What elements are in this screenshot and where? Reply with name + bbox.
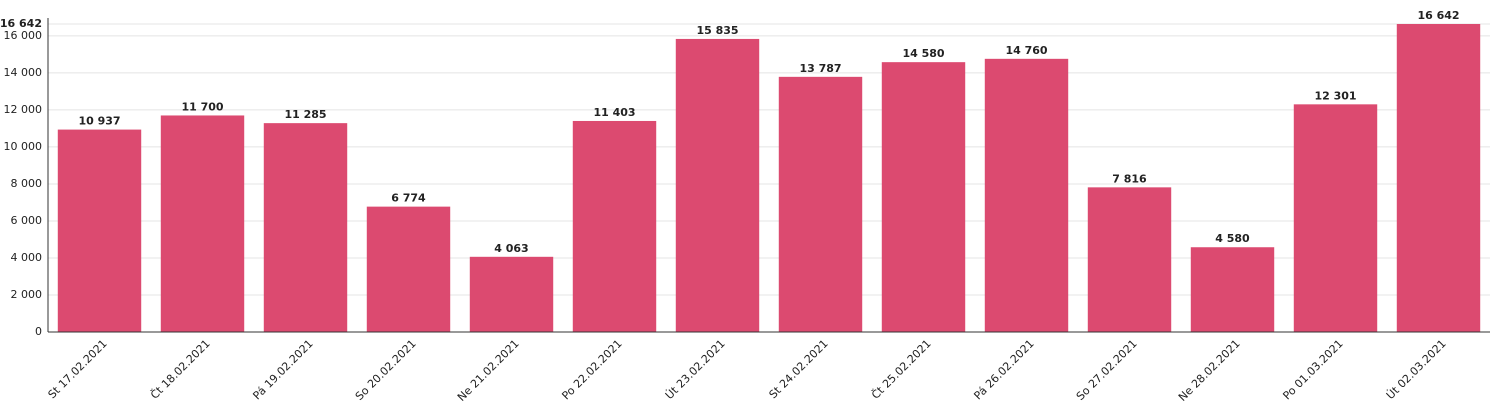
y-tick-label: 0 bbox=[35, 325, 42, 338]
y-tick-label: 14 000 bbox=[4, 66, 43, 79]
y-tick-label: 4 000 bbox=[11, 251, 43, 264]
bar bbox=[57, 129, 142, 332]
x-tick-label: Út 02.03.2021 bbox=[1384, 337, 1449, 402]
bar bbox=[675, 38, 760, 333]
y-tick-label: 12 000 bbox=[4, 103, 43, 116]
bar bbox=[263, 123, 348, 332]
bar bbox=[1293, 104, 1378, 333]
y-tick-label: 8 000 bbox=[11, 177, 43, 190]
bar bbox=[1396, 24, 1481, 332]
bar bbox=[1190, 247, 1275, 332]
value-label: 4 580 bbox=[1215, 232, 1250, 245]
value-label: 13 787 bbox=[799, 62, 841, 75]
value-label: 16 642 bbox=[1417, 9, 1459, 22]
y-tick-label: 16 000 bbox=[4, 29, 43, 42]
x-tick-label: Po 01.03.2021 bbox=[1280, 337, 1345, 402]
bar bbox=[778, 76, 863, 333]
y-tick-label: 16 642 bbox=[0, 17, 42, 30]
y-tick-label: 6 000 bbox=[11, 214, 43, 227]
bar bbox=[160, 115, 245, 332]
bar bbox=[881, 62, 966, 333]
value-label: 15 835 bbox=[696, 24, 738, 37]
x-tick-label: So 27.02.2021 bbox=[1074, 337, 1140, 403]
x-tick-label: Ne 21.02.2021 bbox=[455, 337, 522, 404]
x-tick-label: Čt 18.02.2021 bbox=[148, 337, 213, 402]
value-label: 11 403 bbox=[593, 106, 635, 119]
x-tick-label: Po 22.02.2021 bbox=[559, 337, 624, 402]
x-tick-label: St 24.02.2021 bbox=[767, 337, 831, 401]
value-label: 12 301 bbox=[1314, 89, 1356, 102]
bar bbox=[984, 58, 1069, 333]
y-tick-label: 2 000 bbox=[11, 288, 43, 301]
bar bbox=[572, 120, 657, 332]
value-label: 11 700 bbox=[181, 100, 223, 113]
x-tick-label: Pá 26.02.2021 bbox=[971, 337, 1036, 402]
x-tick-label: Pá 19.02.2021 bbox=[250, 337, 315, 402]
x-tick-label: Ne 28.02.2021 bbox=[1176, 337, 1243, 404]
value-label: 11 285 bbox=[284, 108, 326, 121]
value-label: 7 816 bbox=[1112, 172, 1147, 185]
x-tick-label: So 20.02.2021 bbox=[353, 337, 419, 403]
x-tick-label: Út 23.02.2021 bbox=[663, 337, 728, 402]
value-label: 14 760 bbox=[1005, 44, 1047, 57]
bar bbox=[366, 206, 451, 332]
value-label: 4 063 bbox=[494, 242, 528, 255]
value-label: 6 774 bbox=[391, 192, 426, 205]
value-label: 10 937 bbox=[78, 115, 120, 128]
x-tick-label: Čt 25.02.2021 bbox=[869, 337, 934, 402]
bar bbox=[1087, 187, 1172, 332]
x-tick-label: St 17.02.2021 bbox=[46, 337, 110, 401]
value-label: 14 580 bbox=[902, 47, 944, 60]
bar bbox=[469, 256, 554, 332]
y-tick-label: 10 000 bbox=[4, 140, 43, 153]
